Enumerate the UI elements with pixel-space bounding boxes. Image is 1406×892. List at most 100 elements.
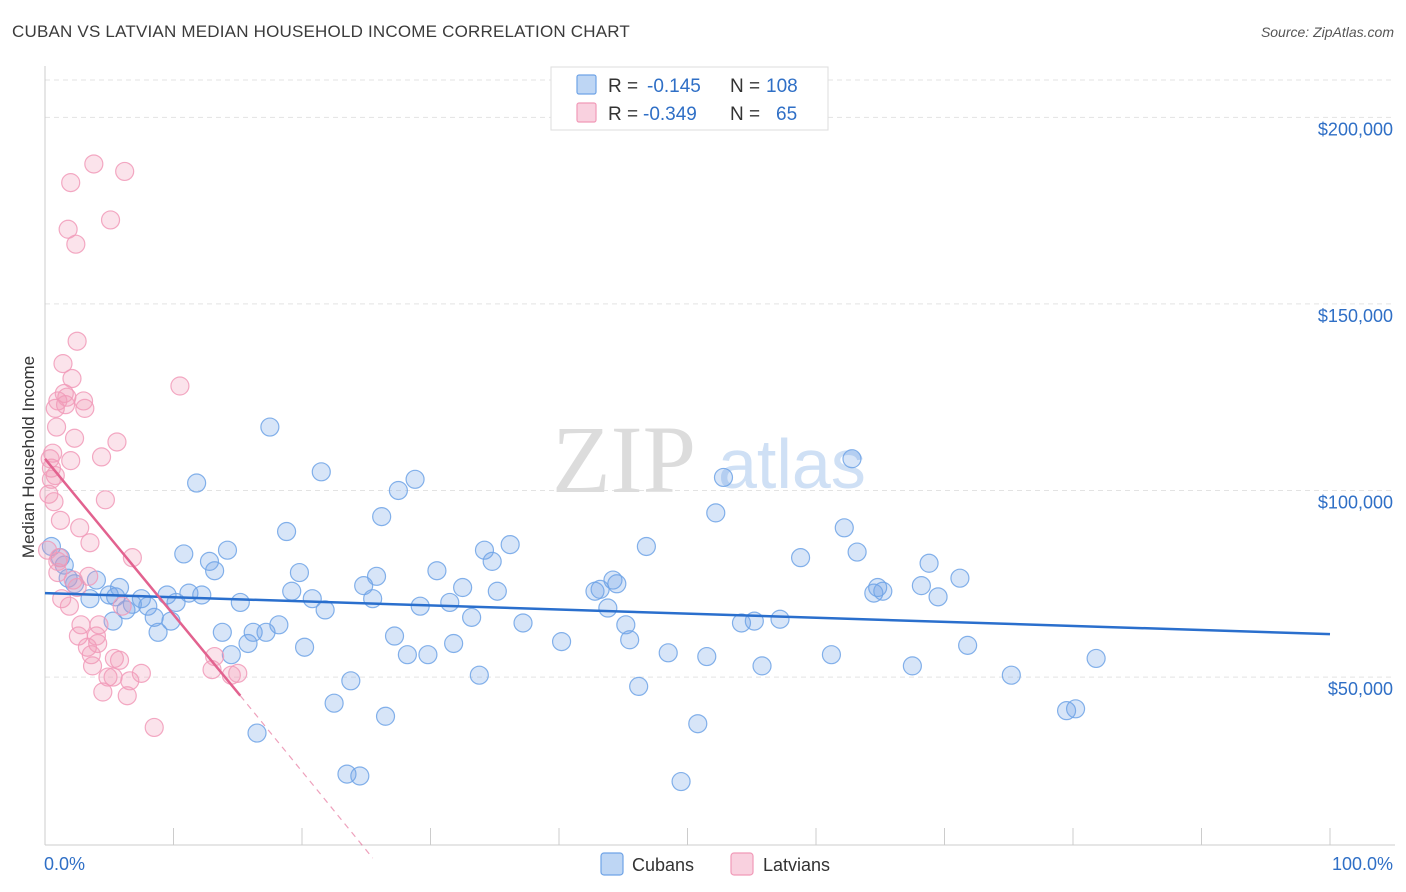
latvian-point-16 (55, 395, 76, 415)
cuban-point-102 (958, 635, 978, 655)
legend-r-label-cubans: R = (608, 76, 638, 97)
trend-layer (44, 457, 1331, 859)
legend-n-value-cubans: 108 (766, 76, 798, 97)
latvian-point-40 (89, 615, 109, 635)
y-axis-title: Median Household Income (19, 356, 38, 558)
cuban-point-24 (199, 551, 220, 571)
legend-n-value-latvians: 65 (776, 104, 797, 125)
series-legend-label-latvians[interactable]: Latvians (763, 855, 830, 875)
latvian-point-26 (67, 331, 87, 351)
cuban-point-26 (212, 622, 232, 642)
cuban-point-65 (482, 551, 502, 571)
cuban-point-78 (636, 536, 656, 557)
cuban-point-73 (603, 570, 623, 590)
cuban-point-81 (688, 714, 708, 734)
latvian-point-10 (48, 562, 68, 583)
cuban-point-62 (462, 607, 482, 627)
latvian-point-55 (131, 663, 151, 683)
cuban-point-36 (276, 521, 297, 542)
latvian-point-25 (66, 234, 86, 254)
watermark-atlas: atlas (718, 425, 866, 503)
cuban-point-23 (192, 585, 212, 605)
cuban-point-32 (247, 723, 267, 743)
latvian-point-36 (82, 656, 103, 676)
latvian-point-30 (73, 391, 94, 411)
latvian-point-61 (228, 663, 248, 683)
cuban-point-75 (616, 615, 636, 635)
labels-layer: $50,000 $100,000 $150,000 $200,000 0.0% 100.0… (19, 119, 1393, 874)
cuban-point-63 (469, 665, 489, 685)
cuban-point-55 (405, 469, 425, 489)
latvian-point-24 (64, 428, 85, 448)
y-tick-label-3: $200,000 (1318, 119, 1393, 139)
cuban-point-27 (217, 540, 238, 560)
latvian-point-8 (46, 417, 67, 437)
latvian-point-62 (48, 551, 68, 571)
latvian-point-43 (95, 490, 115, 510)
cuban-point-46 (350, 766, 370, 786)
latvian-point-14 (53, 354, 73, 374)
latvian-point-31 (75, 398, 95, 418)
cuban-point-69 (551, 632, 572, 652)
cuban-point-93 (847, 542, 867, 562)
cuban-point-100 (928, 587, 948, 607)
series-legend-label-cubans[interactable]: Cubans (632, 855, 694, 875)
cuban-point-80 (671, 771, 691, 792)
latvian-point-41 (91, 447, 112, 467)
x-tick-label-0: 0.0% (44, 854, 85, 874)
latvian-point-37 (84, 154, 104, 174)
latvian-point-52 (117, 686, 137, 706)
legend-swatch-latvians (576, 102, 597, 123)
cuban-point-61 (453, 577, 473, 598)
cuban-point-76 (620, 630, 640, 650)
latvian-point-50 (112, 596, 132, 616)
series-legend-swatch-cubans[interactable] (600, 852, 624, 876)
legend-n-label-cubans: N = (730, 76, 760, 97)
cuban-point-89 (790, 548, 811, 568)
cuban-point-58 (427, 561, 447, 581)
cuban-point-77 (629, 676, 649, 697)
latvian-point-29 (71, 615, 91, 635)
cuban-point-43 (324, 693, 344, 713)
cuban-point-105 (1065, 699, 1086, 719)
latvian-point-48 (107, 432, 127, 452)
grid-layer (45, 79, 1395, 678)
latvian-point-18 (58, 219, 78, 239)
latvian-point-12 (50, 510, 71, 530)
latvian-point-21 (61, 451, 81, 471)
cuban-point-90 (821, 645, 842, 665)
cuban-point-50 (372, 507, 392, 527)
latvian-point-51 (115, 161, 135, 182)
cuban-point-82 (697, 646, 717, 667)
latvian-point-49 (109, 650, 130, 670)
cuban-point-101 (950, 568, 970, 588)
cuban-point-54 (397, 645, 417, 665)
cuban-point-20 (174, 544, 194, 564)
correlation-legend: R = -0.145 N = 108 R = -0.349 N = 65 (550, 66, 829, 131)
cuban-point-51 (375, 706, 396, 726)
cuban-point-96 (873, 581, 893, 601)
cuban-point-59 (440, 592, 460, 613)
cuban-point-30 (238, 633, 258, 654)
legend-r-label-latvians: R = (608, 104, 638, 125)
cuban-point-68 (513, 613, 533, 633)
cuban-point-45 (341, 671, 361, 691)
cuban-point-97 (902, 656, 922, 676)
latvian-trendline (44, 457, 242, 697)
cuban-point-79 (658, 643, 678, 663)
latvian-point-46 (103, 667, 123, 687)
y-tick-label-1: $100,000 (1318, 492, 1393, 512)
cuban-point-35 (269, 615, 289, 635)
latvian-point-57 (170, 376, 190, 396)
cuban-point-64 (474, 540, 495, 560)
latvian-point-45 (100, 210, 121, 230)
series-legend-swatch-latvians[interactable] (730, 852, 754, 876)
cuban-point-10 (109, 577, 130, 598)
latvian-point-39 (88, 633, 108, 654)
latvian-point-63 (45, 465, 65, 486)
cuban-point-60 (444, 633, 464, 654)
watermark-zip: ZIP (552, 406, 696, 513)
latvian-point-38 (86, 626, 107, 646)
legend-r-value-cubans: -0.145 (647, 76, 701, 97)
